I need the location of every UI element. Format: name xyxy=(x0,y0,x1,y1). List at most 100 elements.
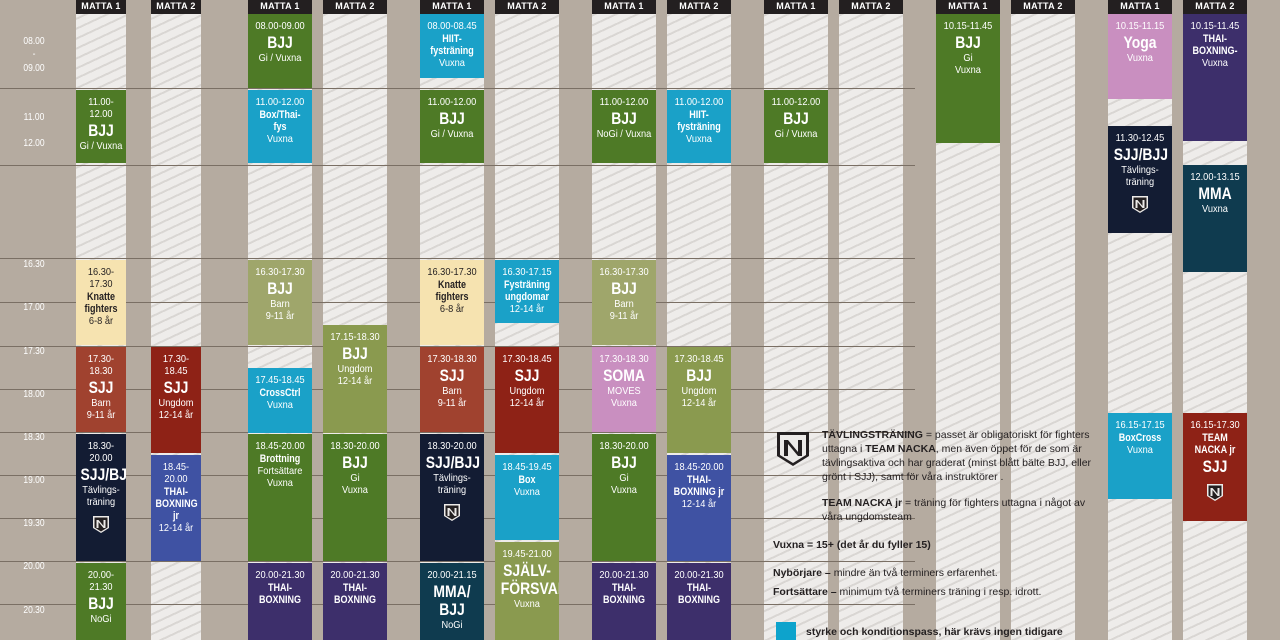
mat-column xyxy=(839,14,903,640)
class-subtitle: Tävlings- träning xyxy=(433,472,471,496)
class-subtitle: Gi / Vuxna xyxy=(258,52,302,64)
time-label: - xyxy=(32,49,36,60)
class-subtitle: Tävlings- träning xyxy=(1121,164,1159,188)
class-subtitle: Vuxna xyxy=(686,133,712,145)
legend-tavling-text: = passet är obligatoriskt för fighters u… xyxy=(822,429,1090,455)
hour-divider xyxy=(0,258,915,259)
class-time: 17.30-18.45 xyxy=(502,353,552,365)
class-block: 11.00-12.00 HIIT- fysträning Vuxna xyxy=(667,90,731,163)
class-subtitle: Ungdom 12-14 år xyxy=(337,363,373,387)
class-title: THAI- BOXNING xyxy=(333,582,377,606)
class-title: Box/Thai-fys xyxy=(259,109,301,133)
class-block: 10.15-11.45 THAI- BOXNING- Vuxna xyxy=(1183,14,1247,141)
class-block: 17.30-18.45 SJJ Ungdom 12-14 år xyxy=(151,347,201,453)
legend-vuxna: Vuxna = 15+ (det år du fyller 15) xyxy=(773,539,931,551)
class-block: 11.00-12.00 BJJ NoGi / Vuxna xyxy=(592,90,656,163)
class-block: 11.00-12.00 Box/Thai-fys Vuxna xyxy=(248,90,312,163)
team-nacka-logo-icon xyxy=(1132,196,1148,213)
time-label: 11.00 xyxy=(23,112,45,123)
hour-divider xyxy=(0,346,915,347)
class-time: 16.30-17.30 xyxy=(599,266,649,278)
class-time: 20.00-21.15 xyxy=(427,569,477,581)
class-subtitle: Ungdom 12-14 år xyxy=(158,397,194,421)
class-title: Brottning xyxy=(259,453,301,465)
legend-cyan-text: styrke och konditionspass, här krävs ing… xyxy=(806,626,1063,638)
mat-header: MATTA 1 xyxy=(936,0,1000,14)
class-time: 08.00-08.45 xyxy=(427,20,477,32)
mat-header: MATTA 2 xyxy=(1183,0,1247,14)
time-label: 19.00 xyxy=(23,475,45,486)
class-title: BJJ xyxy=(342,453,368,472)
class-title: THAI- BOXNING jr xyxy=(155,486,198,522)
class-block: 11.00-12.00 BJJ Gi / Vuxna xyxy=(76,90,126,163)
class-title: HIIT- fysträning xyxy=(430,33,474,57)
class-block: 18.30-20.00 BJJ Gi Vuxna xyxy=(592,434,656,561)
mat-header: MATTA 1 xyxy=(420,0,484,14)
mat-header: MATTA 2 xyxy=(839,0,903,14)
class-title: THAI- BOXNING xyxy=(258,582,302,606)
legend-cyan-swatch xyxy=(776,622,796,640)
class-subtitle: Vuxna xyxy=(267,399,293,411)
class-block: 18.45-20.00 Brottning Fortsättare Vuxna xyxy=(248,434,312,561)
class-subtitle: Gi / Vuxna xyxy=(774,128,818,140)
class-block: 16.30-17.30 BJJ Barn 9-11 år xyxy=(592,260,656,345)
class-block: 17.30-18.30 SOMA MOVES Vuxna xyxy=(592,347,656,432)
class-title: MMA xyxy=(1198,184,1232,203)
legend-teamjr-term: TEAM NACKA jr xyxy=(822,497,903,509)
time-label: 20.30 xyxy=(23,605,45,616)
class-time: 17.30-18.30 xyxy=(427,353,477,365)
class-title: TEAM NACKA jr xyxy=(1194,432,1236,456)
class-subtitle: Barn 9-11 år xyxy=(86,397,116,421)
class-title: SJJ xyxy=(439,366,465,385)
class-subtitle: Tävlings- träning xyxy=(82,484,120,508)
mat-header: MATTA 2 xyxy=(151,0,201,14)
class-block: 18.45-20.00 THAI- BOXNING jr 12-14 år xyxy=(151,455,201,561)
class-block: 11.00-12.00 BJJ Gi / Vuxna xyxy=(764,90,828,163)
class-block: 20.00-21.30 THAI- BOXNING xyxy=(323,563,387,640)
time-label: 09.00 xyxy=(23,63,45,74)
class-title: BJJ xyxy=(267,279,293,298)
class-title: BJJ xyxy=(611,279,637,298)
legend-fortsattare: Fortsättare – minimum två terminers trän… xyxy=(773,585,1093,599)
class-title: BJJ xyxy=(88,121,114,140)
class-subtitle: 12-14 år xyxy=(158,522,194,534)
class-time: 17.15-18.30 xyxy=(330,331,380,343)
class-time: 18.30-20.00 xyxy=(599,440,649,452)
class-time: 11.00-12.00 xyxy=(255,96,305,108)
class-title: SJÄLV- FÖRSVAR xyxy=(500,561,559,598)
class-block: 16.30-17.30 BJJ Barn 9-11 år xyxy=(248,260,312,345)
class-title: HIIT- fysträning xyxy=(677,109,721,133)
class-subtitle: 12-14 år xyxy=(509,303,545,315)
time-label: 18.00 xyxy=(23,389,45,400)
mat-header: MATTA 1 xyxy=(592,0,656,14)
class-subtitle: MOVES Vuxna xyxy=(607,385,641,409)
class-title: MMA/ BJJ xyxy=(433,582,471,619)
class-time: 16.30-17.30 xyxy=(427,266,477,278)
class-block: 20.00-21.30 THAI- BOXNING xyxy=(667,563,731,640)
class-subtitle: Vuxna xyxy=(514,486,540,498)
class-title: Fysträning ungdomar xyxy=(503,279,551,303)
class-time: 16.30-17.15 xyxy=(502,266,552,278)
class-block: 08.00-08.45 HIIT- fysträning Vuxna xyxy=(420,14,484,78)
legend-nyborjare: Nybörjare – mindre än två terminers erfa… xyxy=(773,566,1093,580)
class-block: 16.30-17.30 Knatte fighters 6-8 år xyxy=(76,260,126,345)
class-title: Yoga xyxy=(1123,33,1157,52)
class-subtitle: Barn 9-11 år xyxy=(265,298,295,322)
legend-nyborjare-text: mindre än två terminers erfarenhet. xyxy=(830,567,998,579)
class-time: 20.00-21.30 xyxy=(674,569,724,581)
class-time: 18.30-20.00 xyxy=(87,440,115,464)
class-time: 11.00-12.00 xyxy=(674,96,724,108)
class-title: THAI- BOXNING- xyxy=(1192,33,1238,57)
legend-tavling: TÄVLINGSTRÄNING = passet är obligatorisk… xyxy=(822,428,1092,484)
class-subtitle: Ungdom 12-14 år xyxy=(681,385,717,409)
class-time: 16.30-17.30 xyxy=(255,266,305,278)
class-block: 17.45-18.45 CrossCtrl Vuxna xyxy=(248,368,312,433)
class-block: 17.30-18.45 BJJ Ungdom 12-14 år xyxy=(667,347,731,453)
class-block: 12.00-13.15 MMA Vuxna xyxy=(1183,165,1247,272)
class-time: 12.00-13.15 xyxy=(1190,171,1240,183)
class-block: 10.15-11.45 BJJ Gi Vuxna xyxy=(936,14,1000,143)
class-time: 18.45-20.00 xyxy=(674,461,724,473)
